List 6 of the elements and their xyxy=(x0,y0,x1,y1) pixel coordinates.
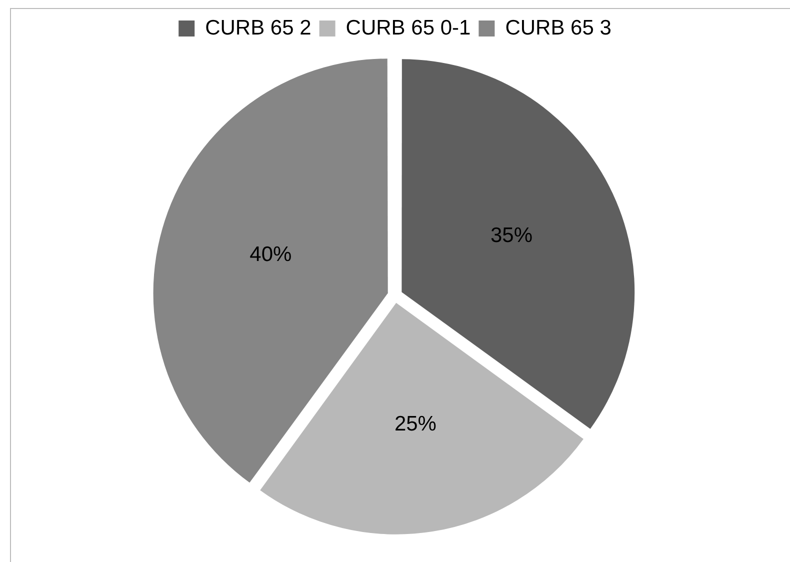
data-label: 25% xyxy=(394,412,436,436)
legend-label: CURB 65 3 xyxy=(505,16,612,40)
data-label: 40% xyxy=(250,242,292,266)
legend-label: CURB 65 0-1 xyxy=(346,16,471,40)
data-label: 35% xyxy=(490,224,533,247)
legend-label: CURB 65 2 xyxy=(205,16,312,40)
